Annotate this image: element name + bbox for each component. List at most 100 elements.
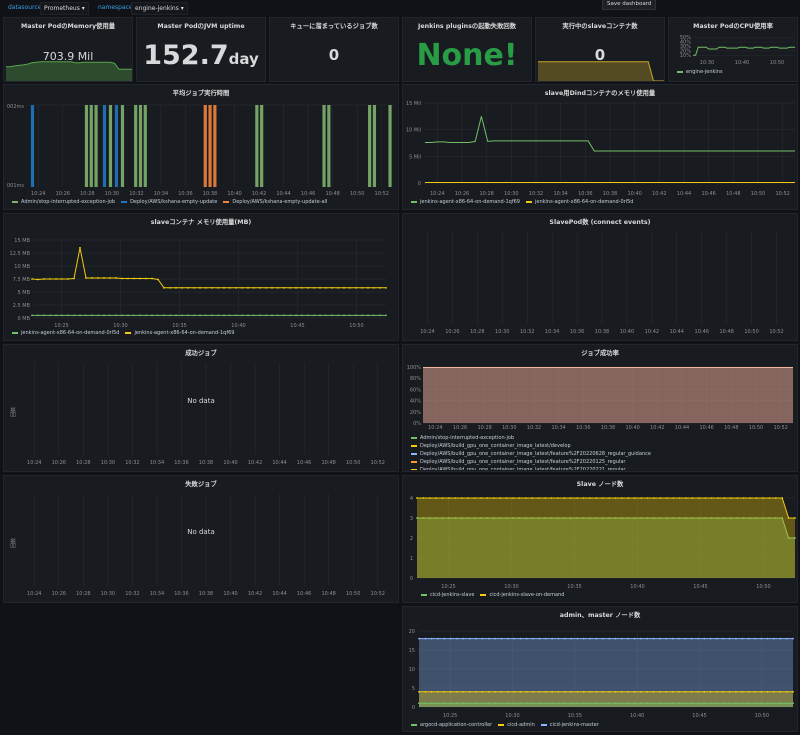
data-point: [241, 314, 243, 317]
x-tick-label: 10:35: [568, 713, 582, 719]
x-tick-label: 10:28: [477, 425, 491, 431]
legend-item[interactable]: Deploy/AWS/kshana-empty-update-all: [223, 198, 327, 206]
data-point: [494, 690, 496, 693]
data-point: [49, 314, 51, 317]
queue-stat-panel[interactable]: キューに溜まっているジョブ数 0: [269, 17, 399, 82]
y-tick-label: 4: [410, 496, 413, 502]
legend-item[interactable]: Deploy/AWS/build_gpu_one_container_image…: [411, 458, 625, 466]
slaves-stat-panel[interactable]: 実行中のslaveコンテナ数 0: [535, 17, 665, 82]
data-point: [449, 637, 452, 640]
data-point: [462, 702, 465, 705]
x-tick-label: 10:34: [150, 460, 164, 466]
bar: [255, 105, 259, 187]
data-point: [760, 702, 763, 705]
data-point: [271, 314, 273, 317]
x-tick-label: 10:50: [770, 60, 784, 66]
data-point: [614, 690, 617, 693]
data-point: [443, 690, 446, 693]
legend-item[interactable]: Deploy/AWS/kshana-empty-update: [121, 198, 217, 206]
legend-item[interactable]: engine-jenkins: [677, 68, 723, 76]
data-point: [211, 286, 213, 289]
legend-item[interactable]: jenkins-agent-x86-64-on-demand-0rl5d: [12, 329, 119, 337]
data-point: [646, 497, 649, 499]
x-tick-label: 10:50: [346, 591, 360, 597]
slave-memory-panel[interactable]: slaveコンテナ メモリ使用量(MB) 15 MB 12.5 MB 10 MB 7.…: [3, 213, 399, 341]
legend-item[interactable]: Deploy/AWS/build_gpu_one_container_image…: [411, 466, 625, 470]
datasource-select[interactable]: Prometheus ▾: [40, 2, 89, 15]
data-point: [506, 702, 509, 705]
avg-job-time-panel[interactable]: 平均ジョブ実行時間 002ms 001ms 10:24 10:26 10:28 10:30…: [3, 84, 399, 210]
legend-item[interactable]: argocd-application-controller: [411, 721, 492, 729]
panel-title: キューに溜まっているジョブ数: [290, 23, 378, 30]
data-point: [639, 702, 642, 705]
data-point: [601, 690, 604, 693]
data-point: [229, 314, 231, 317]
data-point: [639, 637, 642, 640]
data-point: [492, 497, 495, 499]
legend-item[interactable]: cicd-jenkins-slave: [421, 591, 474, 599]
data-point: [665, 517, 668, 519]
legend-item[interactable]: cicd-admin: [498, 721, 535, 729]
memory-sparkline: [6, 61, 132, 81]
x-tick-label: 10:42: [645, 329, 659, 335]
memory-stat-panel[interactable]: Master PodのMemory使用量 703.9 Mil: [3, 17, 133, 82]
legend-item[interactable]: jenkins-agent-x86-64-on-demand-0rl5d: [525, 198, 634, 206]
data-point: [55, 314, 57, 317]
data-point: [781, 497, 784, 499]
x-tick-label: 10:24: [27, 460, 41, 466]
chart-legend: jenkins-agent-x86-64-on-demand-1qf69 jenk…: [411, 198, 639, 206]
data-point: [437, 690, 439, 693]
legend-item[interactable]: jenkins-agent-x86-64-on-demand-1qf69: [125, 329, 234, 337]
data-point: [505, 497, 508, 499]
cpu-panel[interactable]: Master PodのCPU使用率 50% 40% 30% 20% 10% 10:30 10…: [668, 17, 798, 82]
slavepod-panel[interactable]: SlavePod数 (connect events) 10:24 10:26 10:…: [402, 213, 798, 341]
legend-item[interactable]: cicd-jenkins-master: [540, 721, 599, 729]
panel-title: SlavePod数 (connect events): [549, 219, 651, 226]
admin-master-nodes-panel[interactable]: admin、master ノード数 20 15 10 5 0 10:25 10:30 10:3…: [402, 606, 798, 732]
legend-item[interactable]: jenkins-agent-x86-64-on-demand-1qf69: [411, 198, 520, 206]
panel-title: Master PodのMemory使用量: [20, 23, 116, 30]
panel-title: 成功ジョブ: [185, 350, 217, 357]
legend-item[interactable]: cicd-jenkins-slave-on-demand: [480, 591, 564, 599]
panel-title: 平均ジョブ実行時間: [172, 90, 230, 97]
slave-nodes-panel[interactable]: Slave ノード数 4 3 2 1 0 10:25 10:30 10:35 10:40 10:4…: [402, 475, 798, 603]
uptime-stat-panel[interactable]: Master PodのJVM uptime 152.7day: [136, 17, 266, 82]
legend-label: Deploy/AWS/kshana-empty-update: [130, 199, 218, 205]
data-point: [319, 314, 321, 317]
data-point: [169, 314, 171, 317]
data-point: [241, 286, 243, 289]
success-rate-panel[interactable]: ジョブ成功率 100% 80% 60% 40% 20% 0% 10:24 10:26 10:28…: [402, 344, 798, 472]
legend-item[interactable]: Deploy/AWS/build_gpu_one_container_image…: [411, 442, 571, 450]
data-point: [762, 497, 764, 499]
data-point: [253, 314, 255, 317]
legend-item[interactable]: Deploy/AWS/build_gpu_one_container_image…: [411, 450, 651, 458]
legend-item[interactable]: Admin/stop-interrupted-exception-job: [12, 198, 115, 206]
x-tick-label: 10:26: [445, 329, 459, 335]
data-point: [730, 517, 732, 519]
data-point: [289, 314, 291, 317]
data-point: [271, 286, 273, 289]
legend-label: jenkins-agent-x86-64-on-demand-0rl5d: [534, 199, 634, 205]
x-tick-label: 10:42: [652, 191, 666, 197]
save-dashboard-button[interactable]: Save dashboard: [602, 0, 657, 10]
data-point: [722, 637, 725, 640]
namespace-select[interactable]: engine-jenkins ▾: [131, 2, 188, 15]
data-point: [704, 517, 707, 519]
dind-memory-panel[interactable]: slave用Dindコンテナのメモリ使用量 15 Mil 10 Mil 5 Mil 0…: [402, 84, 798, 210]
data-point: [716, 637, 718, 640]
namespace-label: namespace: [98, 4, 133, 11]
series-area: [417, 498, 795, 578]
data-point: [416, 517, 418, 519]
legend-item[interactable]: Admin/stop-interrupted-exception-job: [411, 434, 514, 442]
legend-label: cicd-jenkins-master: [549, 722, 599, 728]
data-point: [633, 637, 636, 640]
failed-jobs-panel[interactable]: 失敗ジョブ 10:24 10:26 10:28 10:30 10:32 10:34 10:3…: [3, 475, 399, 603]
data-point: [627, 497, 630, 499]
data-point: [422, 497, 425, 499]
success-jobs-panel[interactable]: 成功ジョブ 10:24 10:26 10:28 10:30 10:32 10:34 10:3…: [3, 344, 399, 472]
data-point: [313, 314, 315, 317]
x-tick-label: 10:26: [455, 191, 469, 197]
plugins-stat-panel[interactable]: Jenkins pluginsの起動失敗回数 None!: [402, 17, 532, 82]
x-tick-label: 10:30: [105, 191, 119, 197]
data-point: [519, 702, 522, 705]
